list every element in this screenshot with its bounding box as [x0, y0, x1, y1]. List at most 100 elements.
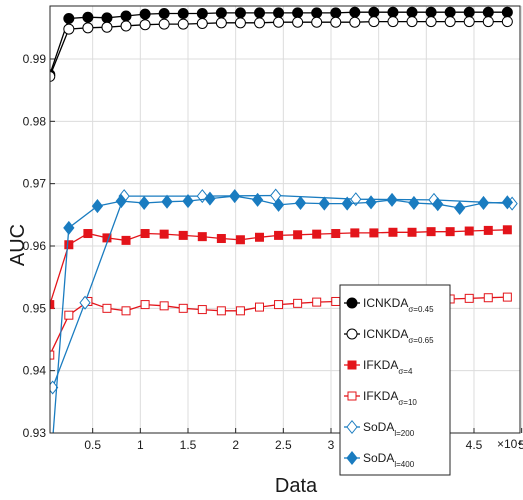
- legend-entry: ICNKDAσ=0.65: [344, 327, 434, 345]
- data-point: [251, 192, 264, 207]
- data-point: [386, 192, 398, 207]
- data-point: [406, 16, 418, 28]
- data-point: [477, 195, 490, 211]
- data-point: [139, 19, 151, 31]
- data-point: [444, 16, 456, 28]
- data-point: [235, 235, 245, 245]
- data-point: [121, 235, 131, 245]
- y-tick-label: 0.98: [23, 114, 47, 128]
- data-point: [311, 16, 323, 28]
- legend-label: IFKDAσ=4: [363, 358, 413, 376]
- data-point: [293, 298, 303, 308]
- x-axis-exponent: ×10⁴: [497, 437, 523, 451]
- data-point: [406, 6, 418, 18]
- data-point: [79, 295, 91, 310]
- legend-label-sub: σ=0.65: [408, 336, 434, 345]
- legend-entry: ICNKDAσ=0.45: [344, 296, 434, 314]
- data-point: [502, 225, 512, 235]
- data-point: [204, 191, 216, 206]
- data-point: [139, 8, 151, 20]
- data-point: [216, 234, 226, 244]
- data-point: [444, 6, 456, 18]
- legend-label-main: SoDA: [363, 451, 394, 465]
- series-0: [50, 6, 513, 81]
- data-point: [331, 296, 341, 306]
- data-point: [502, 292, 512, 302]
- data-point: [91, 199, 104, 214]
- legend-label-main: ICNKDA: [363, 327, 408, 341]
- x-tick-label: 0.5: [84, 438, 101, 452]
- data-point: [215, 17, 227, 29]
- data-point: [273, 7, 285, 19]
- data-point: [121, 306, 131, 316]
- legend-entry: SoDAl=200: [344, 419, 415, 438]
- data-point: [311, 7, 323, 19]
- data-point: [138, 195, 150, 211]
- plot-frame: [49, 5, 521, 434]
- x-axis-label: Data: [275, 475, 318, 497]
- legend-marker: [346, 328, 358, 340]
- legend-entry: IFKDAσ=4: [344, 358, 413, 376]
- data-point: [102, 303, 112, 313]
- data-point: [120, 10, 132, 22]
- x-tick-label: 1: [137, 438, 144, 452]
- data-point: [387, 6, 399, 18]
- data-point: [63, 220, 75, 235]
- x-tick-label: 2: [232, 438, 239, 452]
- data-point: [215, 7, 227, 19]
- y-tick-label: 0.97: [23, 177, 47, 191]
- data-point: [349, 16, 361, 28]
- data-point: [177, 7, 189, 19]
- data-point: [83, 229, 93, 239]
- y-tick-label: 0.99: [23, 52, 47, 66]
- data-point: [425, 6, 437, 18]
- data-point: [482, 6, 494, 18]
- legend-label: SoDAl=400: [363, 451, 415, 469]
- data-point: [454, 200, 466, 216]
- data-point: [292, 16, 304, 28]
- data-point: [50, 380, 59, 395]
- data-point: [292, 7, 304, 19]
- data-point: [350, 192, 362, 207]
- data-point: [408, 195, 420, 211]
- data-point: [426, 227, 436, 237]
- data-point: [234, 7, 246, 19]
- y-axis-label: AUC: [7, 224, 29, 266]
- plot-area: [50, 6, 518, 433]
- data-point: [501, 16, 513, 28]
- data-point: [464, 293, 474, 303]
- data-point: [182, 194, 194, 209]
- data-point: [445, 227, 455, 237]
- data-point: [349, 6, 361, 18]
- data-point: [274, 300, 284, 310]
- data-point: [196, 17, 208, 29]
- data-point: [178, 230, 188, 240]
- data-point: [272, 197, 285, 212]
- data-point: [388, 227, 398, 237]
- data-point: [483, 225, 493, 235]
- data-point: [101, 12, 113, 24]
- data-point: [274, 230, 284, 240]
- data-point: [197, 305, 207, 315]
- data-point: [82, 22, 94, 34]
- data-point: [425, 16, 437, 28]
- series-1: [50, 16, 513, 82]
- legend-label-main: SoDA: [363, 420, 394, 434]
- data-point: [368, 6, 380, 18]
- y-tick-label: 0.95: [23, 301, 47, 315]
- data-point: [294, 195, 307, 211]
- data-point: [140, 300, 150, 310]
- legend-label: SoDAl=200: [363, 420, 415, 438]
- series-2: [50, 225, 512, 310]
- data-point: [158, 7, 170, 19]
- data-point: [350, 228, 360, 238]
- data-point: [331, 229, 341, 239]
- data-point: [312, 229, 322, 239]
- data-point: [50, 350, 55, 360]
- data-point: [464, 226, 474, 236]
- data-point: [115, 194, 127, 209]
- legend-marker: [346, 297, 358, 309]
- data-point: [463, 16, 475, 28]
- legend-marker: [347, 391, 357, 401]
- series-5: [52, 189, 513, 433]
